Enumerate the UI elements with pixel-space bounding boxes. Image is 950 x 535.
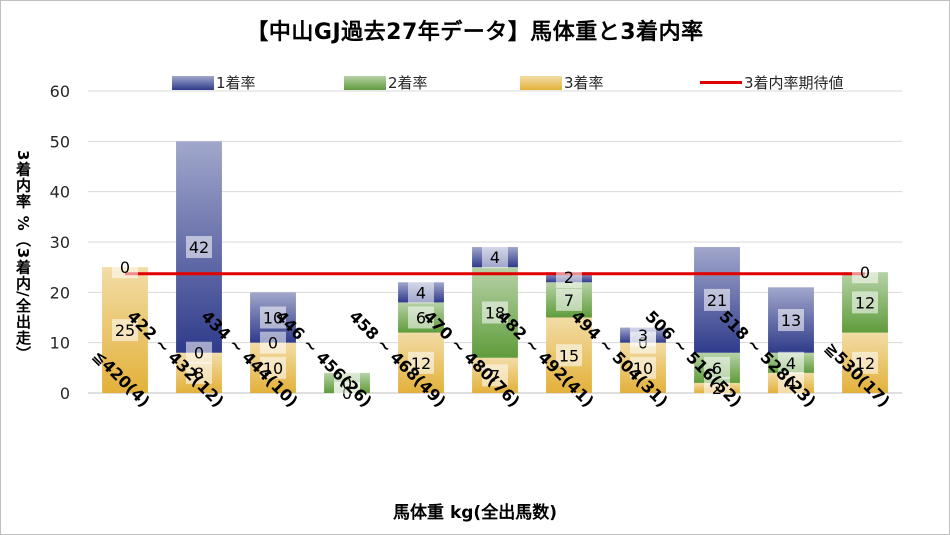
legend: 1着率 2着率 3着率 3着内率期待値 bbox=[0, 72, 950, 96]
data-label-bg bbox=[852, 261, 878, 284]
data-label: 4 bbox=[786, 354, 796, 373]
y-tick-label: 50 bbox=[50, 132, 70, 151]
data-label-bg bbox=[556, 344, 582, 367]
data-label: 7 bbox=[564, 291, 574, 310]
y-tick-label: 10 bbox=[50, 334, 70, 353]
x-axis-label: 馬体重 kg(全出馬数) bbox=[393, 503, 557, 523]
data-label-bg bbox=[334, 371, 360, 394]
data-label-bg bbox=[482, 246, 508, 269]
data-label: 8 bbox=[194, 364, 204, 383]
data-label-bg bbox=[704, 356, 730, 379]
legend-swatch-3rd bbox=[520, 75, 562, 90]
data-label-bg bbox=[556, 288, 582, 311]
data-label-bg bbox=[186, 341, 212, 364]
data-label: 10 bbox=[263, 359, 283, 378]
data-label: 7 bbox=[490, 366, 500, 385]
data-label-bg bbox=[408, 306, 434, 329]
y-tick-label: 0 bbox=[60, 384, 70, 403]
legend-label-1st: 1着率 bbox=[216, 74, 256, 92]
data-label: 4 bbox=[490, 248, 500, 267]
legend-label-expected: 3着内率期待値 bbox=[744, 74, 844, 92]
legend-label-2nd: 2着率 bbox=[388, 74, 428, 92]
data-label-bg bbox=[482, 364, 508, 387]
legend-swatch-1st bbox=[172, 75, 214, 90]
data-label-bg bbox=[482, 301, 508, 324]
data-label: 42 bbox=[189, 238, 209, 257]
data-label: 12 bbox=[855, 354, 875, 373]
data-label-bg bbox=[112, 319, 138, 342]
data-label-bg bbox=[778, 351, 804, 374]
data-label: 0 bbox=[342, 374, 352, 393]
y-axis-label: 3着内率 %（3着内/全出走） bbox=[14, 150, 32, 362]
data-label-bg bbox=[630, 356, 656, 379]
data-label: 0 bbox=[194, 344, 204, 363]
data-label: 2 bbox=[564, 268, 574, 287]
data-label-bg bbox=[852, 291, 878, 314]
data-label-bg bbox=[260, 331, 286, 354]
data-label: 12 bbox=[855, 293, 875, 312]
data-label-bg bbox=[704, 288, 730, 311]
data-label: 21 bbox=[707, 291, 727, 310]
data-label: 15 bbox=[559, 346, 579, 365]
data-label-bg bbox=[852, 351, 878, 374]
legend-item-expected: 3着内率期待値 bbox=[700, 72, 844, 93]
data-label-bg bbox=[778, 309, 804, 332]
data-label-bg bbox=[260, 306, 286, 329]
legend-item-1st: 1着率 bbox=[172, 72, 256, 93]
data-label: 25 bbox=[115, 321, 135, 340]
data-label-bg bbox=[260, 356, 286, 379]
data-label-bg bbox=[704, 376, 730, 399]
y-tick-label: 60 bbox=[50, 82, 70, 101]
data-label: 4 bbox=[416, 283, 426, 302]
data-label: 3 bbox=[638, 326, 648, 345]
data-label-bg bbox=[186, 361, 212, 384]
data-label: 2 bbox=[712, 379, 722, 398]
legend-label-3rd: 3着率 bbox=[564, 74, 604, 92]
data-label-bg bbox=[408, 351, 434, 374]
y-tick-label: 30 bbox=[50, 233, 70, 252]
legend-line-expected bbox=[700, 81, 742, 84]
data-label-bg bbox=[112, 256, 138, 279]
data-label: 13 bbox=[781, 311, 801, 330]
data-label-bg bbox=[778, 371, 804, 394]
y-tick-label: 20 bbox=[50, 283, 70, 302]
data-label-bg bbox=[408, 281, 434, 304]
data-label: 0 bbox=[860, 263, 870, 282]
data-label: 6 bbox=[416, 309, 426, 328]
chart-title: 【中山GJ過去27年データ】馬体重と3着内率 bbox=[246, 20, 704, 45]
data-label: 6 bbox=[712, 359, 722, 378]
legend-swatch-2nd bbox=[344, 75, 386, 90]
data-label: 10 bbox=[633, 359, 653, 378]
data-label-bg bbox=[630, 324, 656, 347]
data-label: 18 bbox=[485, 303, 505, 322]
data-label: 0 bbox=[268, 334, 278, 353]
legend-item-3rd: 3着率 bbox=[520, 72, 604, 93]
data-label-bg bbox=[186, 236, 212, 259]
data-label-bg bbox=[556, 266, 582, 289]
data-label: 12 bbox=[411, 354, 431, 373]
data-label: 4 bbox=[786, 374, 796, 393]
legend-item-2nd: 2着率 bbox=[344, 72, 428, 93]
data-label: 0 bbox=[120, 258, 130, 277]
y-tick-label: 40 bbox=[50, 183, 70, 202]
data-label: 10 bbox=[263, 309, 283, 328]
